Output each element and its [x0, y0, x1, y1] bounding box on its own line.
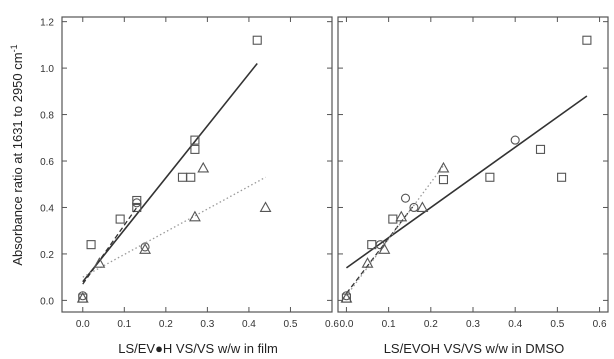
data-point-square: [535, 144, 546, 154]
data-point-square: [186, 172, 196, 182]
data-point-circle: [140, 242, 150, 252]
data-point-triangle: [378, 243, 391, 254]
data-point-triangle: [259, 201, 272, 213]
x-tick-label: 0.0: [76, 319, 90, 330]
y-tick-label: 0.4: [40, 203, 54, 214]
x-tick-label: 0.3: [200, 319, 214, 330]
data-point-square: [190, 135, 200, 145]
x-axis-title-film: LS/EV●H VS/VS w/w in film: [118, 341, 278, 356]
data-point-triangle: [437, 161, 450, 173]
data-point-square: [557, 172, 567, 182]
data-point-square: [115, 214, 125, 224]
data-point-square: [190, 144, 200, 154]
x-tick-label: 0.2: [424, 319, 438, 330]
y-tick-label: 1.2: [40, 18, 54, 29]
data-point-circle: [132, 198, 142, 208]
data-point-triangle: [139, 243, 152, 254]
x-tick-label: 0.1: [117, 319, 131, 330]
x-tick-label: 0.6: [593, 319, 607, 330]
data-point-square: [177, 172, 188, 182]
data-point-triangle: [76, 291, 89, 303]
data-point-circle: [409, 202, 419, 213]
data-point-square: [388, 214, 398, 224]
dmso-panel: 0.0 0.1 0.2 0.3 0.4 0.5 0.6: [337, 16, 609, 330]
fit-line-dashed: [345, 204, 415, 294]
y-axis-title-superscript: -1: [9, 44, 19, 52]
x-tick-label: 0.1: [382, 319, 396, 330]
x-tick-label: 0.4: [508, 319, 522, 330]
fit-line-solid: [82, 62, 258, 283]
x-tick-label: 0.5: [550, 319, 564, 330]
data-point-square: [485, 172, 495, 182]
data-point-circle: [78, 291, 88, 301]
data-point-triangle: [197, 161, 210, 173]
x-tick-label: 0.3: [466, 319, 480, 330]
fit-line-dotted: [345, 165, 444, 297]
data-point-square: [438, 175, 449, 185]
data-point-square: [132, 202, 142, 213]
y-tick-label: 0.6: [40, 157, 54, 168]
y-tick-label: 1.0: [40, 64, 54, 75]
data-point-triangle: [416, 201, 429, 213]
x-tick-label: 0.4: [242, 319, 256, 330]
y-tick-label: 0.0: [40, 296, 54, 307]
data-point-circle: [400, 193, 411, 203]
y-tick-label: 0.8: [40, 111, 54, 122]
x-axis-title-dmso: LS/EVOH VS/VS w/w in DMSO: [384, 341, 565, 356]
data-point-circle: [341, 291, 351, 301]
fit-line-dotted: [82, 176, 266, 278]
plot-frame: [337, 16, 609, 313]
y-axis-title-text: Absorbance ratio at 1631 to 2950 cm: [10, 52, 25, 265]
data-point-triangle: [395, 210, 408, 222]
x-tick-label: 0.6: [325, 319, 339, 330]
y-axis-title: Absorbance ratio at 1631 to 2950 cm-1: [9, 44, 25, 265]
data-point-circle: [510, 135, 520, 145]
data-point-triangle: [340, 291, 353, 303]
data-point-triangle: [188, 210, 201, 222]
data-point-triangle: [361, 257, 374, 268]
film-panel: 0.0 0.1 0.2 0.3 0.4 0.5 0.6 0.0 0.2 0.4 0.6 0.8 1.0 1…: [40, 16, 339, 330]
fit-line-solid: [345, 95, 588, 269]
x-tick-label: 0.2: [159, 319, 173, 330]
data-point-square: [252, 35, 262, 45]
x-tick-label: 0.0: [339, 319, 353, 330]
data-point-triangle: [93, 257, 106, 268]
data-point-square: [86, 240, 96, 250]
data-point-square: [132, 195, 142, 206]
plot-frame: [61, 16, 333, 313]
data-point-square: [582, 35, 592, 45]
y-tick-label: 0.2: [40, 250, 54, 261]
x-tick-label: 0.5: [284, 319, 298, 330]
